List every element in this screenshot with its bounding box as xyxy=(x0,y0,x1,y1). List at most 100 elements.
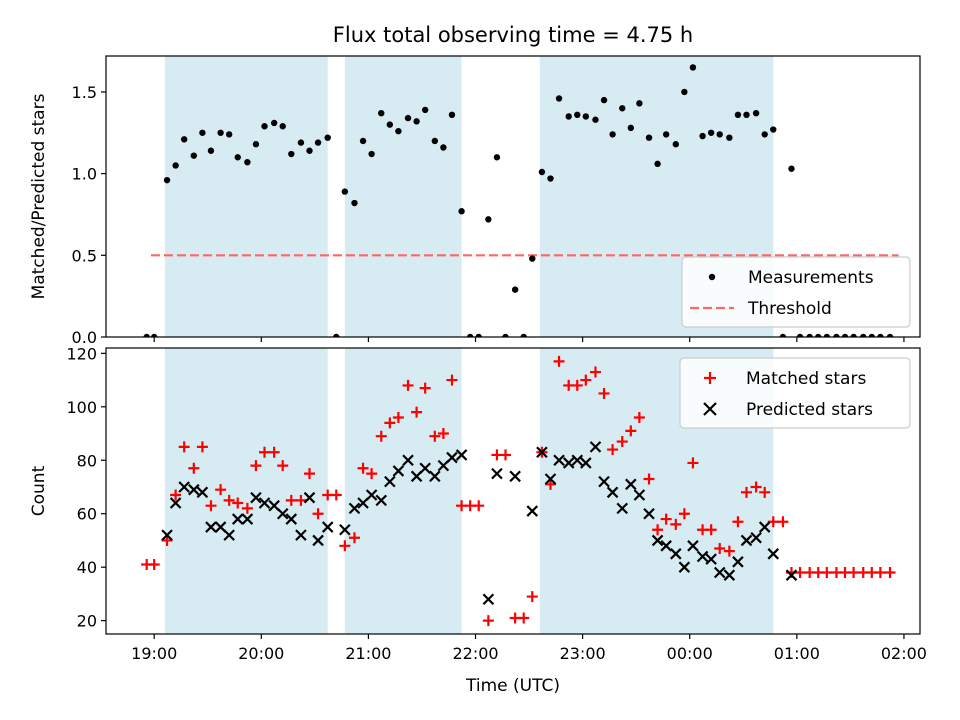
matched-stars-point xyxy=(518,612,530,624)
measurement-point xyxy=(502,333,509,337)
x-tick-label: 01:00 xyxy=(774,644,820,663)
x-tick-label: 00:00 xyxy=(667,644,713,663)
measurement-point xyxy=(868,333,876,337)
predicted-stars-point xyxy=(589,441,602,453)
measurement-point xyxy=(886,333,894,337)
y-tick-label: 120 xyxy=(66,344,97,363)
predicted-stars-point xyxy=(660,540,672,552)
measurement-point xyxy=(180,136,188,143)
measurement-point xyxy=(645,134,653,141)
matched-stars-point xyxy=(330,489,342,501)
predicted-stars-point xyxy=(633,489,646,501)
matched-stars-point xyxy=(178,441,190,453)
matched-stars-point xyxy=(616,436,628,448)
measurement-point xyxy=(520,333,527,337)
y-tick-label: 80 xyxy=(77,451,97,470)
matched-stars-point xyxy=(223,494,235,506)
matched-stars-point xyxy=(429,430,441,442)
matched-stars-point xyxy=(544,478,556,490)
predicted-stars-point xyxy=(625,478,637,491)
predicted-stars-point xyxy=(429,470,441,483)
measurement-point xyxy=(636,100,643,107)
y-axis-label: Count xyxy=(29,465,49,516)
predicted-stars-point xyxy=(231,513,244,525)
predicted-stars-point xyxy=(375,494,388,507)
measurement-point xyxy=(404,114,412,122)
measurement-point xyxy=(475,333,482,337)
matched-stars-point xyxy=(500,449,512,461)
predicted-stars-point xyxy=(536,446,548,459)
measurement-point xyxy=(341,188,349,195)
bottom-panel-counts: 20 40 60 80 100 120 19:00 20:00 21:00 22:00 23:00 0… xyxy=(29,344,927,696)
measurement-point xyxy=(850,333,857,337)
measurement-point xyxy=(770,126,777,133)
predicted-stars-point xyxy=(321,521,334,533)
measurement-point xyxy=(378,109,385,117)
matched-stars-point xyxy=(884,567,896,579)
predicted-stars-point xyxy=(785,569,798,581)
y-tick-label: 0.0 xyxy=(72,328,97,347)
matched-stars-point xyxy=(652,524,664,536)
matched-stars-point xyxy=(339,540,351,552)
predicted-stars-point xyxy=(723,569,736,581)
legend-predicted-marker xyxy=(703,402,717,416)
predicted-stars-point xyxy=(696,550,709,563)
predicted-stars-point xyxy=(241,513,254,525)
matched-stars-point xyxy=(366,468,378,480)
measurement-point xyxy=(485,216,492,223)
series-predicted-stars xyxy=(161,441,798,606)
measurement-point xyxy=(368,150,375,158)
predicted-stars-point xyxy=(258,497,271,509)
measurement-point xyxy=(351,199,358,207)
predicted-stars-point xyxy=(571,454,584,467)
measurement-point xyxy=(199,129,206,136)
matched-stars-point xyxy=(821,567,833,579)
predicted-stars-point xyxy=(713,566,726,579)
predicted-stars-point xyxy=(670,548,682,560)
x-tick-label: 22:00 xyxy=(452,644,498,663)
measurement-point xyxy=(860,333,867,337)
matched-stars-point xyxy=(437,428,449,440)
predicted-stars-point xyxy=(188,483,200,496)
matched-stars-point xyxy=(740,486,752,498)
predicted-stars-point xyxy=(767,548,780,560)
legend-measurement-marker xyxy=(708,273,716,281)
matched-stars-point xyxy=(268,446,280,458)
matched-stars-point xyxy=(643,473,655,485)
matched-stars-point xyxy=(196,441,208,453)
measurement-point xyxy=(707,129,715,136)
matched-stars-point xyxy=(188,462,200,474)
matched-stars-point xyxy=(580,374,592,386)
measurement-point xyxy=(743,111,750,119)
measurement-point xyxy=(823,333,831,337)
predicted-stars-point xyxy=(303,491,316,504)
predicted-stars-point xyxy=(295,529,307,541)
predicted-stars-point xyxy=(365,489,378,501)
legend-box xyxy=(681,256,911,328)
matched-stars-point xyxy=(446,374,458,386)
y-tick-label: 60 xyxy=(77,505,97,524)
measurement-point xyxy=(413,118,420,125)
legend-box xyxy=(679,357,911,429)
measurement-point xyxy=(574,111,581,119)
measurement-point xyxy=(395,127,402,135)
measurement-point xyxy=(699,132,706,140)
matched-stars-point xyxy=(526,591,538,603)
measurement-point xyxy=(806,333,813,337)
matched-stars-point xyxy=(259,446,271,458)
observing-window-2 xyxy=(344,56,462,337)
predicted-stars-point xyxy=(544,473,557,485)
axes-frame xyxy=(105,55,921,338)
matched-stars-point xyxy=(295,494,307,506)
measurement-point xyxy=(431,137,439,145)
measurement-point xyxy=(252,141,260,148)
matched-stars-point xyxy=(170,489,182,501)
predicted-stars-point xyxy=(196,486,209,499)
measurement-point xyxy=(297,139,305,146)
axes-frame xyxy=(105,347,921,635)
matched-stars-point xyxy=(723,545,735,557)
matched-stars-point xyxy=(598,387,610,399)
measurement-point xyxy=(689,64,697,71)
predicted-stars-point xyxy=(223,529,235,541)
predicted-stars-point xyxy=(392,465,405,477)
